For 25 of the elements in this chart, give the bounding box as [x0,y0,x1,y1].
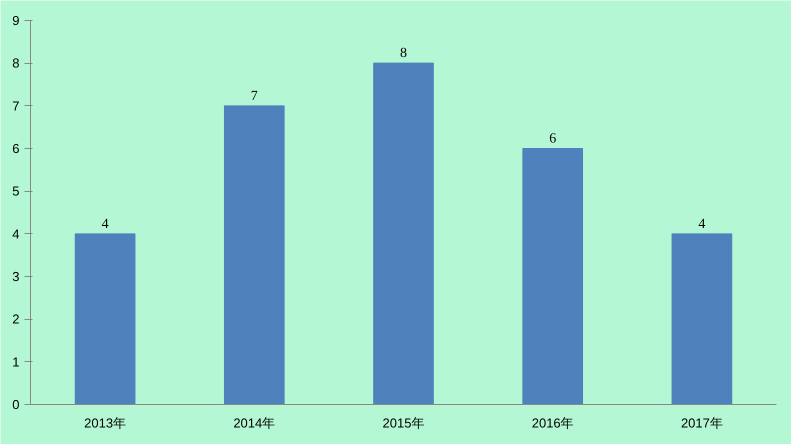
y-tick-label: 4 [12,226,20,242]
x-tick-label: 2015年 [382,416,424,430]
bar [522,148,584,404]
bar [224,105,285,404]
y-tick-label: 3 [12,269,20,284]
data-label: 4 [698,216,706,232]
y-tick-label: 0 [12,397,20,412]
y-tick-label: 1 [12,354,20,370]
y-tick-label: 6 [12,141,20,156]
data-label: 6 [549,132,556,146]
y-tick-label: 8 [12,56,20,71]
y-tick-label: 2 [12,312,20,327]
x-tick-label: 2013年 [84,416,126,430]
data-label: 4 [102,216,109,232]
x-tick-label: 2017年 [680,416,723,430]
x-tick-label: 2016年 [532,416,574,430]
bar [373,62,434,404]
y-tick-label: 9 [12,13,20,28]
bar [74,233,136,404]
data-label: 7 [250,88,258,104]
y-tick-label: 5 [12,184,20,199]
data-label: 8 [400,46,407,62]
x-tick-label: 2014年 [233,416,276,430]
y-tick-label: 7 [12,98,20,114]
bar [672,233,732,404]
